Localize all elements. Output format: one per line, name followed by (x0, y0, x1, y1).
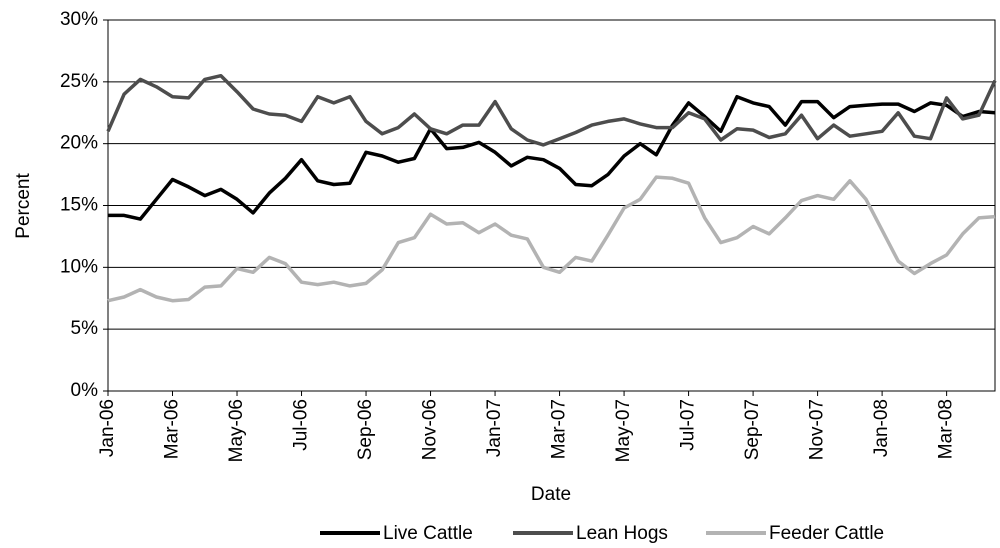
y-tick-label: 15% (60, 195, 98, 216)
y-tick-label: 5% (71, 318, 99, 339)
y-tick-label: 10% (60, 256, 98, 277)
y-axis-label: Percent (13, 173, 34, 239)
x-tick-label: Nov-07 (807, 399, 828, 460)
series-line (106, 73, 997, 147)
x-tick-label: Mar-08 (936, 399, 957, 459)
x-tick-label: Mar-07 (549, 399, 570, 459)
series-line (108, 94, 996, 221)
x-tick-label: Sep-06 (355, 399, 376, 460)
x-tick-label: Jan-08 (871, 399, 892, 457)
y-tick-label: 20% (60, 133, 98, 154)
x-tick-label: May-06 (226, 399, 247, 462)
x-tick-label: Jul-07 (678, 399, 699, 451)
legend-label: Feeder Cattle (769, 523, 884, 544)
y-tick-label: 30% (60, 9, 98, 30)
y-tick-label: 0% (71, 380, 99, 401)
x-tick-label: Jul-06 (291, 399, 312, 451)
x-tick-label: Jan-07 (484, 399, 505, 457)
x-tick-label: Mar-06 (162, 399, 183, 459)
x-tick-label: Jan-06 (97, 399, 118, 457)
x-tick-label: Nov-06 (420, 399, 441, 460)
legend-label: Live Cattle (383, 523, 473, 544)
series-line (107, 175, 996, 303)
legend-label: Lean Hogs (576, 523, 668, 544)
x-tick-label: May-07 (613, 399, 634, 462)
x-tick-label: Sep-07 (742, 399, 763, 460)
x-axis-label: Date (531, 484, 571, 505)
y-tick-label: 25% (60, 71, 98, 92)
